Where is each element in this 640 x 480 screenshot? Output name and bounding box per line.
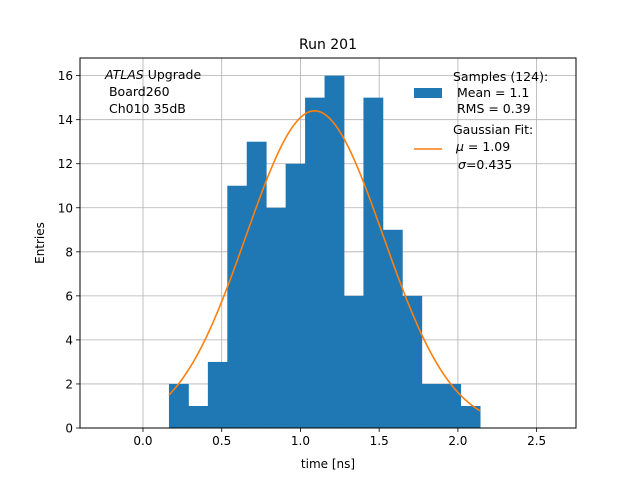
histogram-bar	[168, 383, 189, 428]
histogram-bar	[421, 383, 442, 428]
histogram-bar	[363, 97, 384, 429]
x-tick-label: 1.5	[370, 434, 389, 448]
y-tick-label: 10	[58, 201, 73, 215]
histogram-bar	[402, 295, 423, 428]
legend-mu-value: = 1.09	[464, 139, 510, 154]
x-tick-label: 0.0	[133, 434, 152, 448]
x-axis-label: time [ns]	[301, 457, 355, 471]
legend-fit-title: Gaussian Fit:	[453, 122, 533, 137]
gaussian-fit-curve	[168, 110, 481, 412]
histogram-bar	[305, 97, 325, 429]
y-tick-label: 14	[58, 113, 73, 127]
x-tick-label: 1.0	[291, 434, 310, 448]
histogram-bar	[207, 361, 228, 428]
annotation-atlas: ATLAS	[104, 67, 144, 82]
annotation-line-2: Board260	[105, 84, 170, 99]
legend-sigma-symbol: σ	[458, 157, 467, 172]
y-tick-label: 12	[58, 157, 73, 171]
x-tick-label: 2.0	[448, 434, 467, 448]
histogram-bar	[441, 383, 462, 428]
legend-sigma-value: =0.435	[466, 157, 512, 172]
histogram-bar	[382, 229, 403, 428]
x-tick-label: 2.5	[527, 434, 546, 448]
legend-samples-swatch	[414, 88, 442, 98]
histogram-bar	[343, 295, 364, 428]
axis-ticks: 0.0 0.5 1.0 1.5 2.0 2.5 0 2 4 6 8 10 12 14 16	[58, 69, 546, 448]
y-axis-label: Entries	[33, 222, 47, 264]
annotation-line-3: Ch010 35dB	[105, 101, 186, 116]
legend-fit-sigma: σ=0.435	[458, 157, 512, 172]
atlas-annotation: ATLAS Upgrade Board260 Ch010 35dB	[104, 67, 201, 116]
y-tick-label: 0	[65, 422, 73, 436]
y-tick-label: 4	[65, 333, 73, 347]
legend-mu-symbol: μ	[455, 139, 464, 154]
histogram-bar	[246, 141, 267, 428]
histogram-bar	[227, 185, 248, 428]
y-tick-label: 8	[65, 245, 73, 259]
y-tick-label: 16	[58, 69, 73, 83]
histogram-bars	[168, 75, 481, 429]
legend: Samples (124): Mean = 1.1 RMS = 0.39 Gau…	[414, 69, 548, 172]
legend-samples-title: Samples (124):	[453, 69, 548, 84]
histogram-bar	[285, 163, 306, 428]
legend-samples-rms: RMS = 0.39	[453, 101, 531, 116]
chart-title: Run 201	[299, 37, 357, 53]
annotation-line-1: ATLAS Upgrade	[104, 67, 201, 82]
histogram-bar	[266, 207, 287, 428]
legend-samples-mean: Mean = 1.1	[453, 85, 529, 100]
legend-fit-mu: μ = 1.09	[455, 139, 510, 154]
x-tick-label: 0.5	[212, 434, 231, 448]
histogram-bar	[460, 405, 481, 428]
plot-frame	[79, 57, 577, 429]
histogram-bar	[188, 405, 209, 428]
y-tick-label: 6	[65, 289, 73, 303]
annotation-upgrade: Upgrade	[144, 67, 202, 82]
gaussian-fit	[168, 110, 481, 412]
y-tick-label: 2	[65, 377, 73, 391]
histogram-bar	[324, 75, 345, 428]
